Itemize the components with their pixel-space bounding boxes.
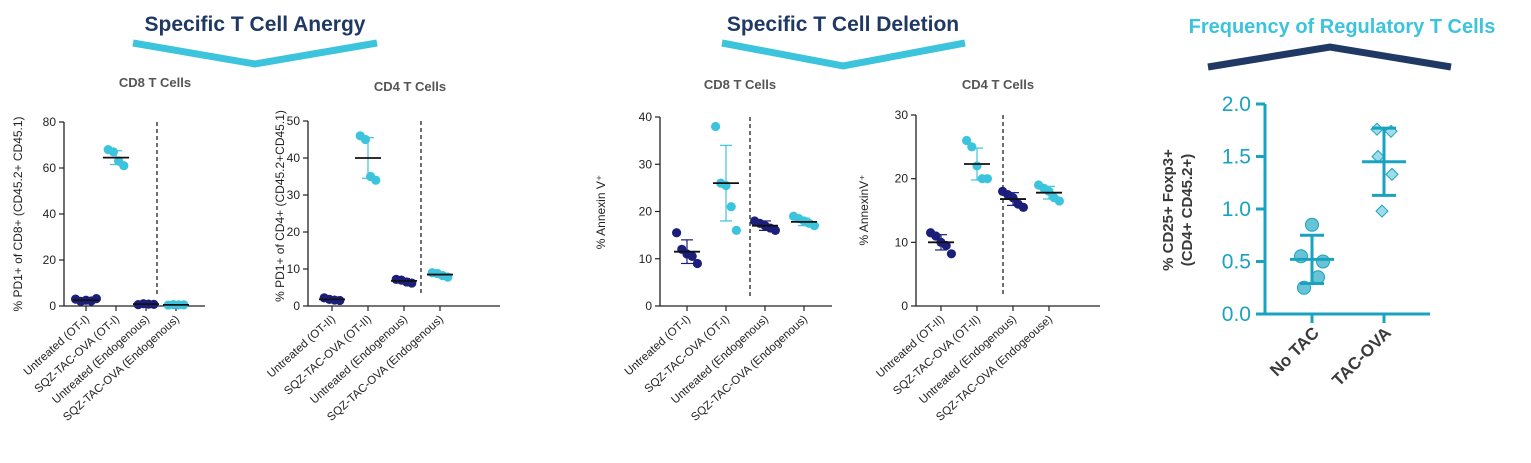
y-tick-label: 10	[895, 235, 909, 249]
data-point	[967, 142, 977, 152]
y-axis-label: % AnnexinV⁺	[857, 174, 871, 245]
y-tick-label: 2.0	[1222, 93, 1251, 116]
y-tick-label: 10	[287, 262, 301, 276]
data-point	[972, 161, 982, 171]
chart-deletion_cd8: CD8 T Cells 0 10 20 30 40 % Annexin V⁺ Untreate…	[594, 77, 832, 424]
y-tick-label: 0.5	[1222, 251, 1251, 274]
y-axis-label: % PD1+ of CD4+ (CD45.2+CD45.1)	[273, 110, 287, 302]
data-point	[360, 134, 370, 145]
data-point	[962, 135, 972, 146]
data-point	[731, 225, 742, 235]
chart-treg: 0.0 0.5 1.0 1.5 2.0 % CD25+ Foxp3+ (CD4+ CD45.…	[1160, 93, 1430, 390]
data-point	[1044, 186, 1054, 196]
data-point	[1385, 167, 1399, 182]
data-point	[108, 147, 118, 157]
data-point	[1054, 196, 1064, 206]
y-tick-label: 40	[43, 207, 57, 221]
data-point	[982, 174, 993, 184]
y-tick-label: 20	[639, 205, 653, 219]
y-tick-label: 50	[287, 114, 301, 128]
data-point	[371, 175, 381, 185]
y-tick-label: 0	[293, 299, 300, 313]
data-point	[809, 221, 820, 231]
chart-anergy_cd8: CD8 T Cells 0 20 40 60 80 % PD1+ of CD8+ (CD45…	[11, 75, 205, 424]
chart-title: CD8 T Cells	[704, 77, 776, 92]
data-point	[1018, 202, 1028, 212]
data-point	[1316, 254, 1330, 269]
y-tick-label: 20	[287, 225, 301, 239]
data-point	[91, 294, 101, 304]
heading-deletion: Specific T Cell Deletion	[727, 13, 959, 36]
y-tick-label: 40	[639, 110, 653, 124]
heading-treg-chevron	[1207, 43, 1452, 71]
data-point	[946, 249, 957, 259]
y-tick-label: 1.5	[1222, 146, 1251, 169]
y-tick-label: 0	[49, 299, 56, 313]
data-point	[407, 278, 417, 288]
chart-title: CD4 T Cells	[374, 79, 446, 94]
y-axis-label: % CD25+ Foxp3+	[1160, 149, 1177, 271]
chart-title: CD8 T Cells	[119, 75, 191, 90]
y-tick-label: 30	[639, 157, 653, 171]
y-tick-label: 20	[895, 172, 909, 186]
y-tick-label: 1.0	[1222, 198, 1251, 221]
y-tick-label: 0.0	[1222, 303, 1251, 326]
y-tick-label: 30	[287, 188, 301, 202]
y-tick-label: 0	[645, 299, 652, 313]
y-tick-label: 40	[287, 151, 301, 165]
y-tick-label: 80	[43, 115, 57, 129]
y-tick-label: 20	[43, 253, 57, 267]
y-axis-label: % Annexin V⁺	[594, 175, 608, 249]
data-point	[1008, 193, 1018, 203]
y-tick-label: 10	[639, 252, 653, 266]
y-tick-label: 30	[895, 108, 909, 122]
data-point	[692, 258, 703, 269]
y-tick-label: 60	[43, 161, 57, 175]
chart-anergy_cd4: CD4 T Cells 0 10 20 30 40 50% PD1+ of CD4+ (CD…	[265, 79, 500, 424]
data-point	[770, 225, 781, 235]
data-point	[726, 202, 736, 212]
data-point	[711, 121, 721, 132]
y-axis-label-2: (CD4+ CD45.2+)	[1179, 154, 1196, 267]
data-point	[931, 231, 941, 241]
data-point	[1375, 204, 1389, 218]
heading-deletion-chevron	[721, 39, 966, 70]
category-label: Untreated (OT-I)	[623, 313, 693, 378]
heading-treg: Frequency of Regulatory T Cells	[1189, 16, 1496, 38]
data-point	[687, 251, 697, 261]
category-label: No TAC	[1266, 323, 1323, 380]
heading-anergy-chevron	[132, 39, 378, 68]
y-tick-label: 0	[901, 299, 908, 313]
data-point	[672, 228, 682, 238]
data-point	[1305, 217, 1319, 232]
data-point	[335, 295, 345, 306]
category-label: TAC-OVA	[1328, 323, 1394, 389]
chart-title: CD4 T Cells	[962, 77, 1034, 92]
y-axis-label: % PD1+ of CD8+ (CD45.2+ CD45.1)	[11, 116, 25, 311]
heading-anergy: Specific T Cell Anergy	[145, 13, 366, 36]
data-point	[119, 161, 129, 171]
